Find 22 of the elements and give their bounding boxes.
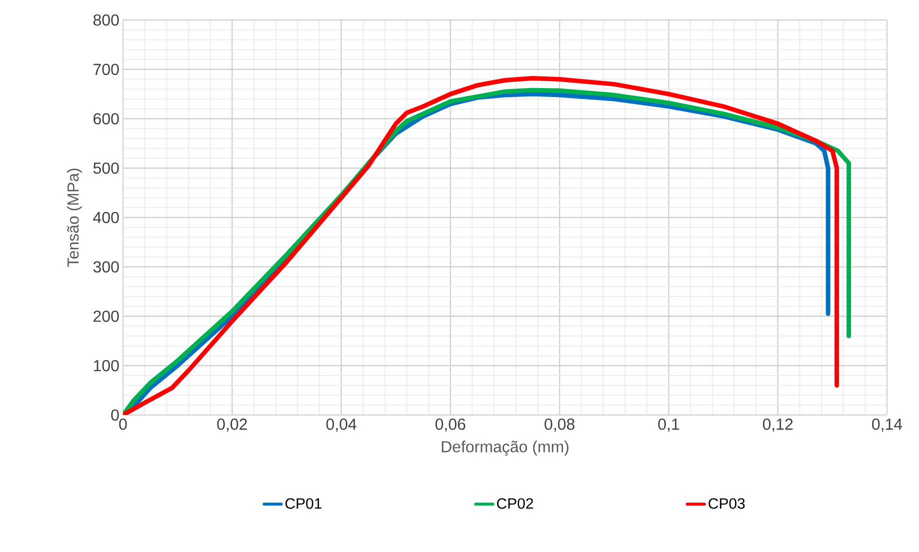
legend-label: CP03 xyxy=(708,498,745,509)
legend-label: CP01 xyxy=(285,498,322,509)
y-tick-label: 0 xyxy=(111,409,119,421)
x-tick-label: 0,12 xyxy=(762,418,793,432)
y-tick-label: 500 xyxy=(93,162,119,174)
x-tick-label: 0,14 xyxy=(872,418,902,432)
y-tick-label: 700 xyxy=(94,64,119,76)
legend-label: CP02 xyxy=(497,498,534,509)
x-tick-label: 0,06 xyxy=(435,418,466,432)
y-tick-label: 100 xyxy=(94,360,119,372)
y-tick-label: 600 xyxy=(94,113,119,124)
y-tick-label: 300 xyxy=(93,261,119,273)
y-tick-label: 200 xyxy=(94,310,119,322)
x-axis-title: Deformação (mm) xyxy=(442,440,568,456)
x-tick-label: 0,04 xyxy=(326,418,356,432)
y-axis-title: Tensão (MPa) xyxy=(67,168,82,267)
y-tick-label: 800 xyxy=(93,14,119,26)
x-tick-label: 0 xyxy=(119,418,127,430)
x-tick-label: 0,08 xyxy=(544,418,574,432)
x-tick-label: 0,02 xyxy=(217,418,247,432)
y-tick-label: 400 xyxy=(93,212,119,224)
x-tick-label: 0,1 xyxy=(658,418,680,432)
